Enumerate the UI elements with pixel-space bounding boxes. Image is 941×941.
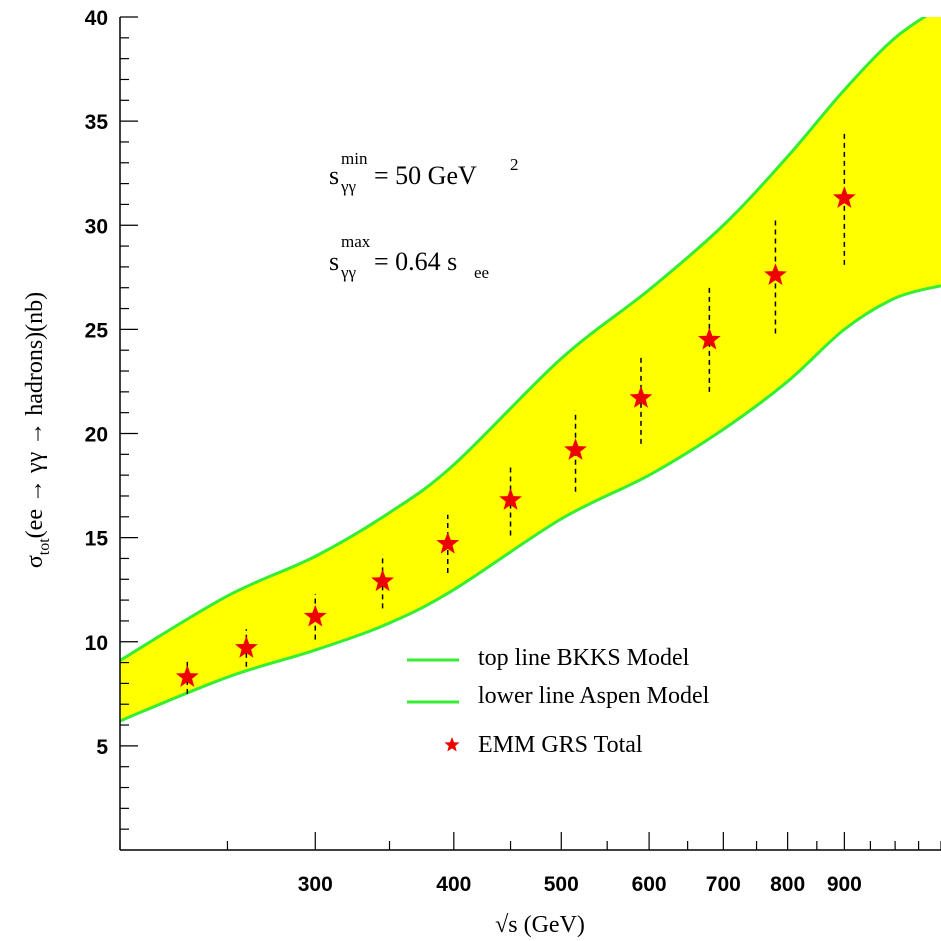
x-tick-label: 300 [298,873,333,896]
x-tick-label: 500 [544,873,579,896]
y-tick-label: 20 [85,424,108,447]
annotation-smax-text: = 0.64 s [374,247,457,276]
legend-points-label: EMM GRS Total [478,732,643,758]
star-marker [564,438,587,460]
x-tick-label: 800 [770,873,805,896]
star-marker [371,569,394,592]
x-ticks: 300 400 500 600 700 800 900 [119,832,941,896]
legend-lower-line-label: lower line Aspen Model [478,683,710,709]
y-axis-title: σtot(ee → γγ → hadrons)(nb) [22,292,53,568]
top-line-bkks [120,17,928,662]
annotation-smin: s min γγ = 50 GeV 2 [329,149,519,196]
legend-top-line-label: top line BKKS Model [478,645,690,671]
y-axis-title-sub: tot [36,538,53,555]
annotation-smin-base: s [329,161,339,190]
annotation-smax-sub: γγ [340,263,357,282]
star-marker [832,186,856,208]
y-tick-label: 10 [85,632,108,655]
annotation-smin-sup: min [341,149,368,168]
star-marker [175,665,199,687]
legend: top line BKKS Model lower line Aspen Mod… [407,645,710,758]
x-tick-label: 900 [827,873,862,896]
star-marker [436,531,460,554]
y-tick-label: 35 [85,111,109,134]
annotation-smin-text: = 50 GeV [374,161,477,190]
y-axis-title-text: (ee → γγ → hadrons)(nb) [22,292,48,538]
x-tick-label: 700 [706,873,741,896]
star-marker [303,604,327,627]
annotation-smin-sub: γγ [340,177,357,196]
y-ticks: 5 10 15 20 25 30 35 40 [85,7,138,830]
markers [175,186,856,687]
star-marker [764,263,787,285]
annotation-smax-base: s [329,247,339,276]
star-marker [499,488,522,510]
uncertainty-band [120,17,941,721]
annotation-smax: s max γγ = 0.64 s ee [329,232,489,282]
x-axis-title: √s (GeV) [495,912,585,938]
y-tick-label: 30 [85,215,108,238]
annotation-smax-text-sub: ee [474,263,489,282]
legend-star-icon [444,737,460,752]
y-tick-label: 40 [85,7,108,30]
annotation-smin-text-sup: 2 [510,155,519,174]
x-tick-label: 400 [436,873,471,896]
annotation-smax-sup: max [341,232,371,251]
star-marker [629,386,653,408]
lower-line-aspen [120,284,941,723]
y-tick-label: 5 [96,736,108,759]
y-tick-label: 25 [85,319,109,342]
star-marker [697,327,721,350]
x-tick-label: 600 [632,873,667,896]
star-marker [234,636,258,658]
y-axis-title-prefix: σ [22,555,48,568]
y-tick-label: 15 [85,528,109,551]
